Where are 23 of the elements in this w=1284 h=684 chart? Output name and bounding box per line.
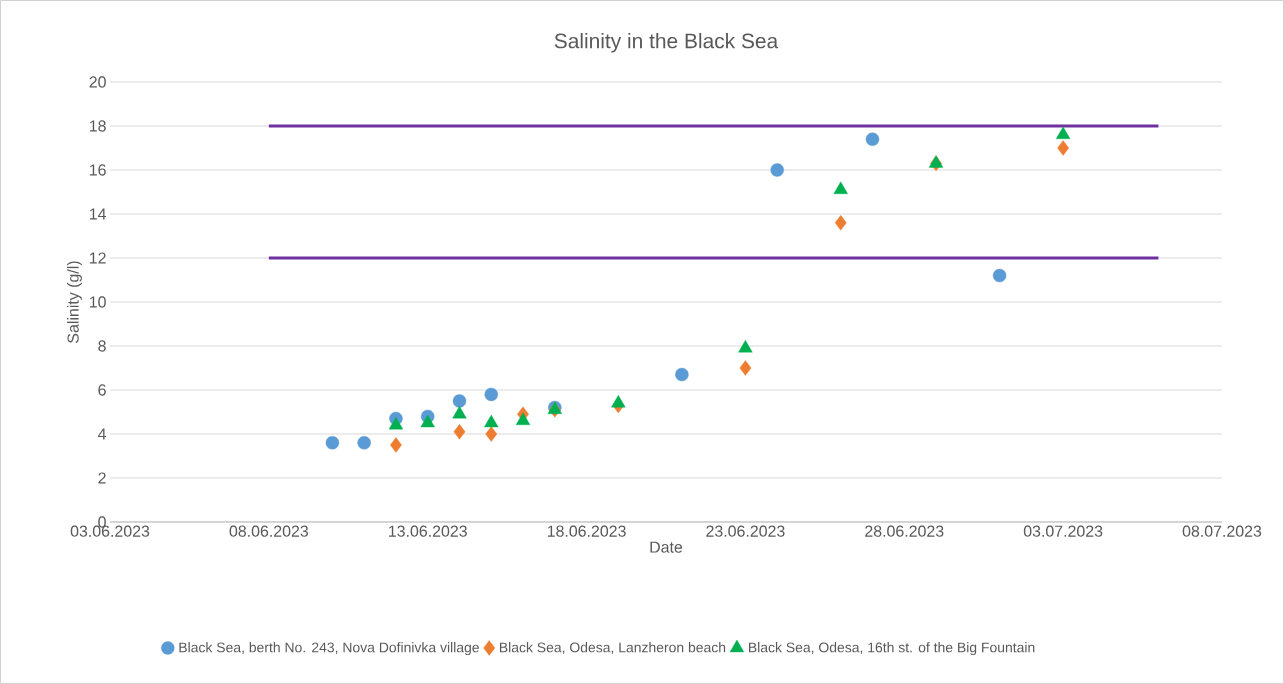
y-axis-title: Salinity (g/l)	[67, 261, 82, 343]
y-tick-label: 18	[89, 120, 106, 132]
x-tick-label: 13.06.2023	[389, 525, 467, 537]
y-tick-label: 10	[89, 296, 106, 308]
x-axis-title: Date	[650, 541, 683, 553]
y-tick-label: 2	[98, 472, 106, 484]
x-tick-label: 23.06.2023	[706, 525, 785, 537]
y-tick-label: 14	[89, 208, 107, 220]
y-tick-label: 16	[89, 164, 106, 176]
legend-label: Black Sea, berth No. 243, Nova Dofinivka village	[179, 642, 479, 656]
legend-label: Black Sea, Odesa, Lanzheron beach	[499, 642, 726, 655]
x-tick-label: 08.06.2023	[229, 525, 309, 537]
y-tick-label: 6	[98, 384, 106, 396]
y-tick-label: 4	[97, 428, 107, 440]
chart-title: Salinity in the Black Sea	[554, 32, 779, 53]
x-tick-label: 03.07.2023	[1023, 525, 1103, 537]
x-tick-label: 08.07.2023	[1182, 525, 1262, 537]
x-tick-label: 28.06.2023	[865, 525, 944, 537]
legend-label: Black Sea, Odesa, 16th st. of the Big Fountain	[749, 642, 1035, 656]
x-tick-label: 18.06.2023	[547, 525, 626, 537]
y-tick-label: 20	[89, 76, 106, 88]
y-tick-label: 8	[98, 340, 106, 352]
y-tick-label: 12	[89, 252, 106, 264]
